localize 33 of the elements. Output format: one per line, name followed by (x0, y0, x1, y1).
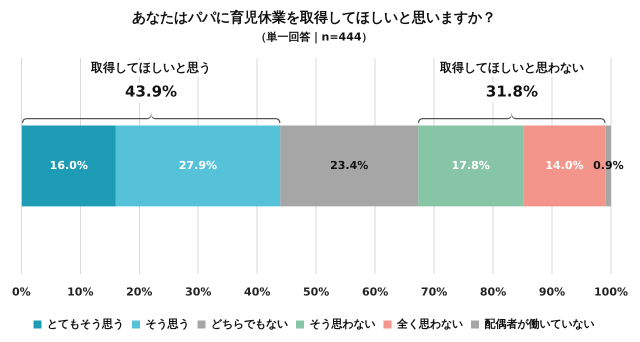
data-label: 17.8% (452, 158, 490, 172)
annotation: 取得してほしいと思う (90, 60, 212, 75)
annotation: 43.9% (124, 82, 178, 100)
x-tick-label: 90% (538, 285, 566, 298)
bar (418, 125, 524, 206)
x-tick-label: 70% (420, 285, 448, 298)
x-tick-label: 80% (480, 285, 506, 298)
bar (280, 125, 418, 206)
data-label: 27.9% (178, 158, 218, 172)
x-tick-label: 50% (303, 285, 330, 298)
x-tick-label: 30% (185, 285, 212, 298)
bar (116, 125, 280, 206)
legend-label: とてもそう思う (47, 317, 124, 330)
data-label: 0.9% (593, 158, 624, 172)
x-tick-label: 0% (12, 285, 31, 298)
legend-label: そう思わない (310, 317, 376, 330)
chart-title: あなたはパパに育児休業を取得してほしいと思いますか？ (132, 9, 496, 26)
x-tick-label: 60% (362, 285, 388, 298)
chart-subtitle: （単一回答｜n=444） (255, 30, 373, 44)
legend-label: どちらでもない (211, 317, 288, 330)
data-label: 16.0% (50, 158, 88, 172)
legend-label: 配偶者が働いていない (484, 317, 594, 330)
legend-label: そう思う (146, 317, 190, 330)
x-tick-label: 10% (67, 285, 94, 298)
annotation: 取得してほしいと思わない (438, 60, 584, 75)
legend-label: 全く思わない (396, 317, 463, 330)
annotation: 31.8% (486, 82, 538, 100)
data-label: 23.4% (330, 158, 368, 172)
x-tick-label: 20% (126, 285, 152, 298)
data-label: 14.0% (545, 158, 584, 172)
x-tick-label: 40% (244, 285, 270, 298)
x-tick-label: 100% (594, 285, 628, 298)
bar (22, 125, 116, 206)
